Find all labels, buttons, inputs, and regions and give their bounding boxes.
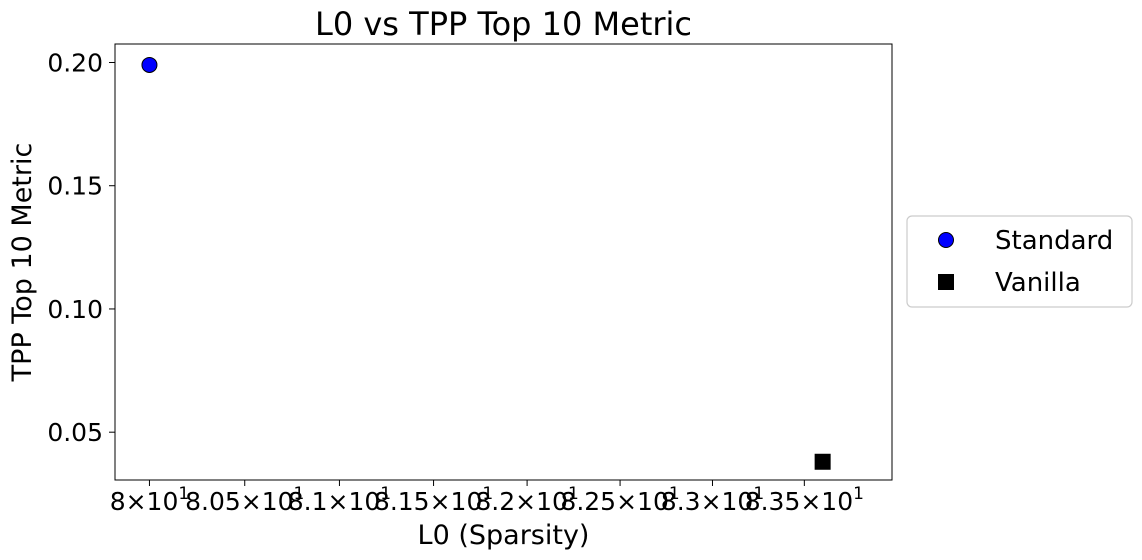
legend-label-standard: Standard — [995, 226, 1113, 256]
x-tick-multiplier: ×10 — [328, 487, 381, 516]
x-tick-exponent: 1 — [380, 484, 391, 504]
marker-vanilla — [814, 453, 831, 470]
x-tick-exponent: 1 — [669, 484, 680, 504]
y-tick-label: 0.10 — [47, 295, 103, 324]
x-tick-label: 8.15×101 — [374, 484, 493, 516]
x-tick-base: 8.1 — [288, 487, 328, 516]
y-axis-ticks: 0.05 0.10 0.15 0.20 — [47, 48, 115, 447]
legend-label-vanilla: Vanilla — [995, 268, 1081, 298]
x-tick-exponent: 1 — [482, 484, 493, 504]
x-tick-label: 8.05×101 — [185, 484, 304, 516]
x-tick-multiplier: ×10 — [701, 487, 754, 516]
x-tick-base: 8.35 — [745, 487, 801, 516]
legend-marker-standard — [938, 232, 954, 248]
x-tick-exponent: 1 — [568, 484, 579, 504]
legend-marker-vanilla — [938, 274, 954, 290]
x-tick-base: 8.05 — [185, 487, 241, 516]
x-axis-label: L0 (Sparsity) — [418, 520, 590, 551]
x-tick-label: 8.1×101 — [288, 484, 391, 516]
x-tick-label: 8.35×101 — [745, 484, 864, 516]
x-tick-multiplier: ×10 — [515, 487, 568, 516]
marker-standard — [141, 56, 158, 73]
x-tick-exponent: 1 — [753, 484, 764, 504]
x-tick-label: 8×101 — [110, 484, 190, 516]
x-tick-multiplier: ×10 — [616, 487, 669, 516]
y-tick-label: 0.20 — [47, 48, 103, 77]
x-tick-exponent: 1 — [853, 484, 864, 504]
data-markers — [141, 56, 831, 470]
x-tick-multiplier: ×10 — [430, 487, 483, 516]
x-tick-base: 8.25 — [560, 487, 616, 516]
x-tick-label: 8.25×101 — [560, 484, 679, 516]
x-tick-exponent: 1 — [294, 484, 305, 504]
x-tick-base: 8.2 — [475, 487, 515, 516]
x-axis-ticks: 8×1018.05×1018.1×1018.15×1018.2×1018.25×… — [110, 480, 864, 516]
x-tick-label: 8.2×101 — [475, 484, 578, 516]
chart-title: L0 vs TPP Top 10 Metric — [315, 5, 692, 43]
plot-area — [114, 43, 893, 481]
x-tick-multiplier: ×10 — [800, 487, 853, 516]
x-tick-multiplier: ×10 — [241, 487, 294, 516]
x-tick-label: 8.3×101 — [661, 484, 764, 516]
x-tick-base: 8.15 — [374, 487, 430, 516]
y-axis-label: TPP Top 10 Metric — [7, 143, 38, 383]
y-tick-label: 0.05 — [47, 418, 103, 447]
x-tick-base: 8 — [110, 487, 126, 516]
x-tick-multiplier: ×10 — [126, 487, 179, 516]
legend: Standard Vanilla — [906, 215, 1133, 308]
y-tick-label: 0.15 — [47, 172, 103, 201]
x-tick-exponent: 1 — [178, 484, 189, 504]
x-tick-base: 8.3 — [661, 487, 701, 516]
legend-box — [906, 215, 1133, 308]
